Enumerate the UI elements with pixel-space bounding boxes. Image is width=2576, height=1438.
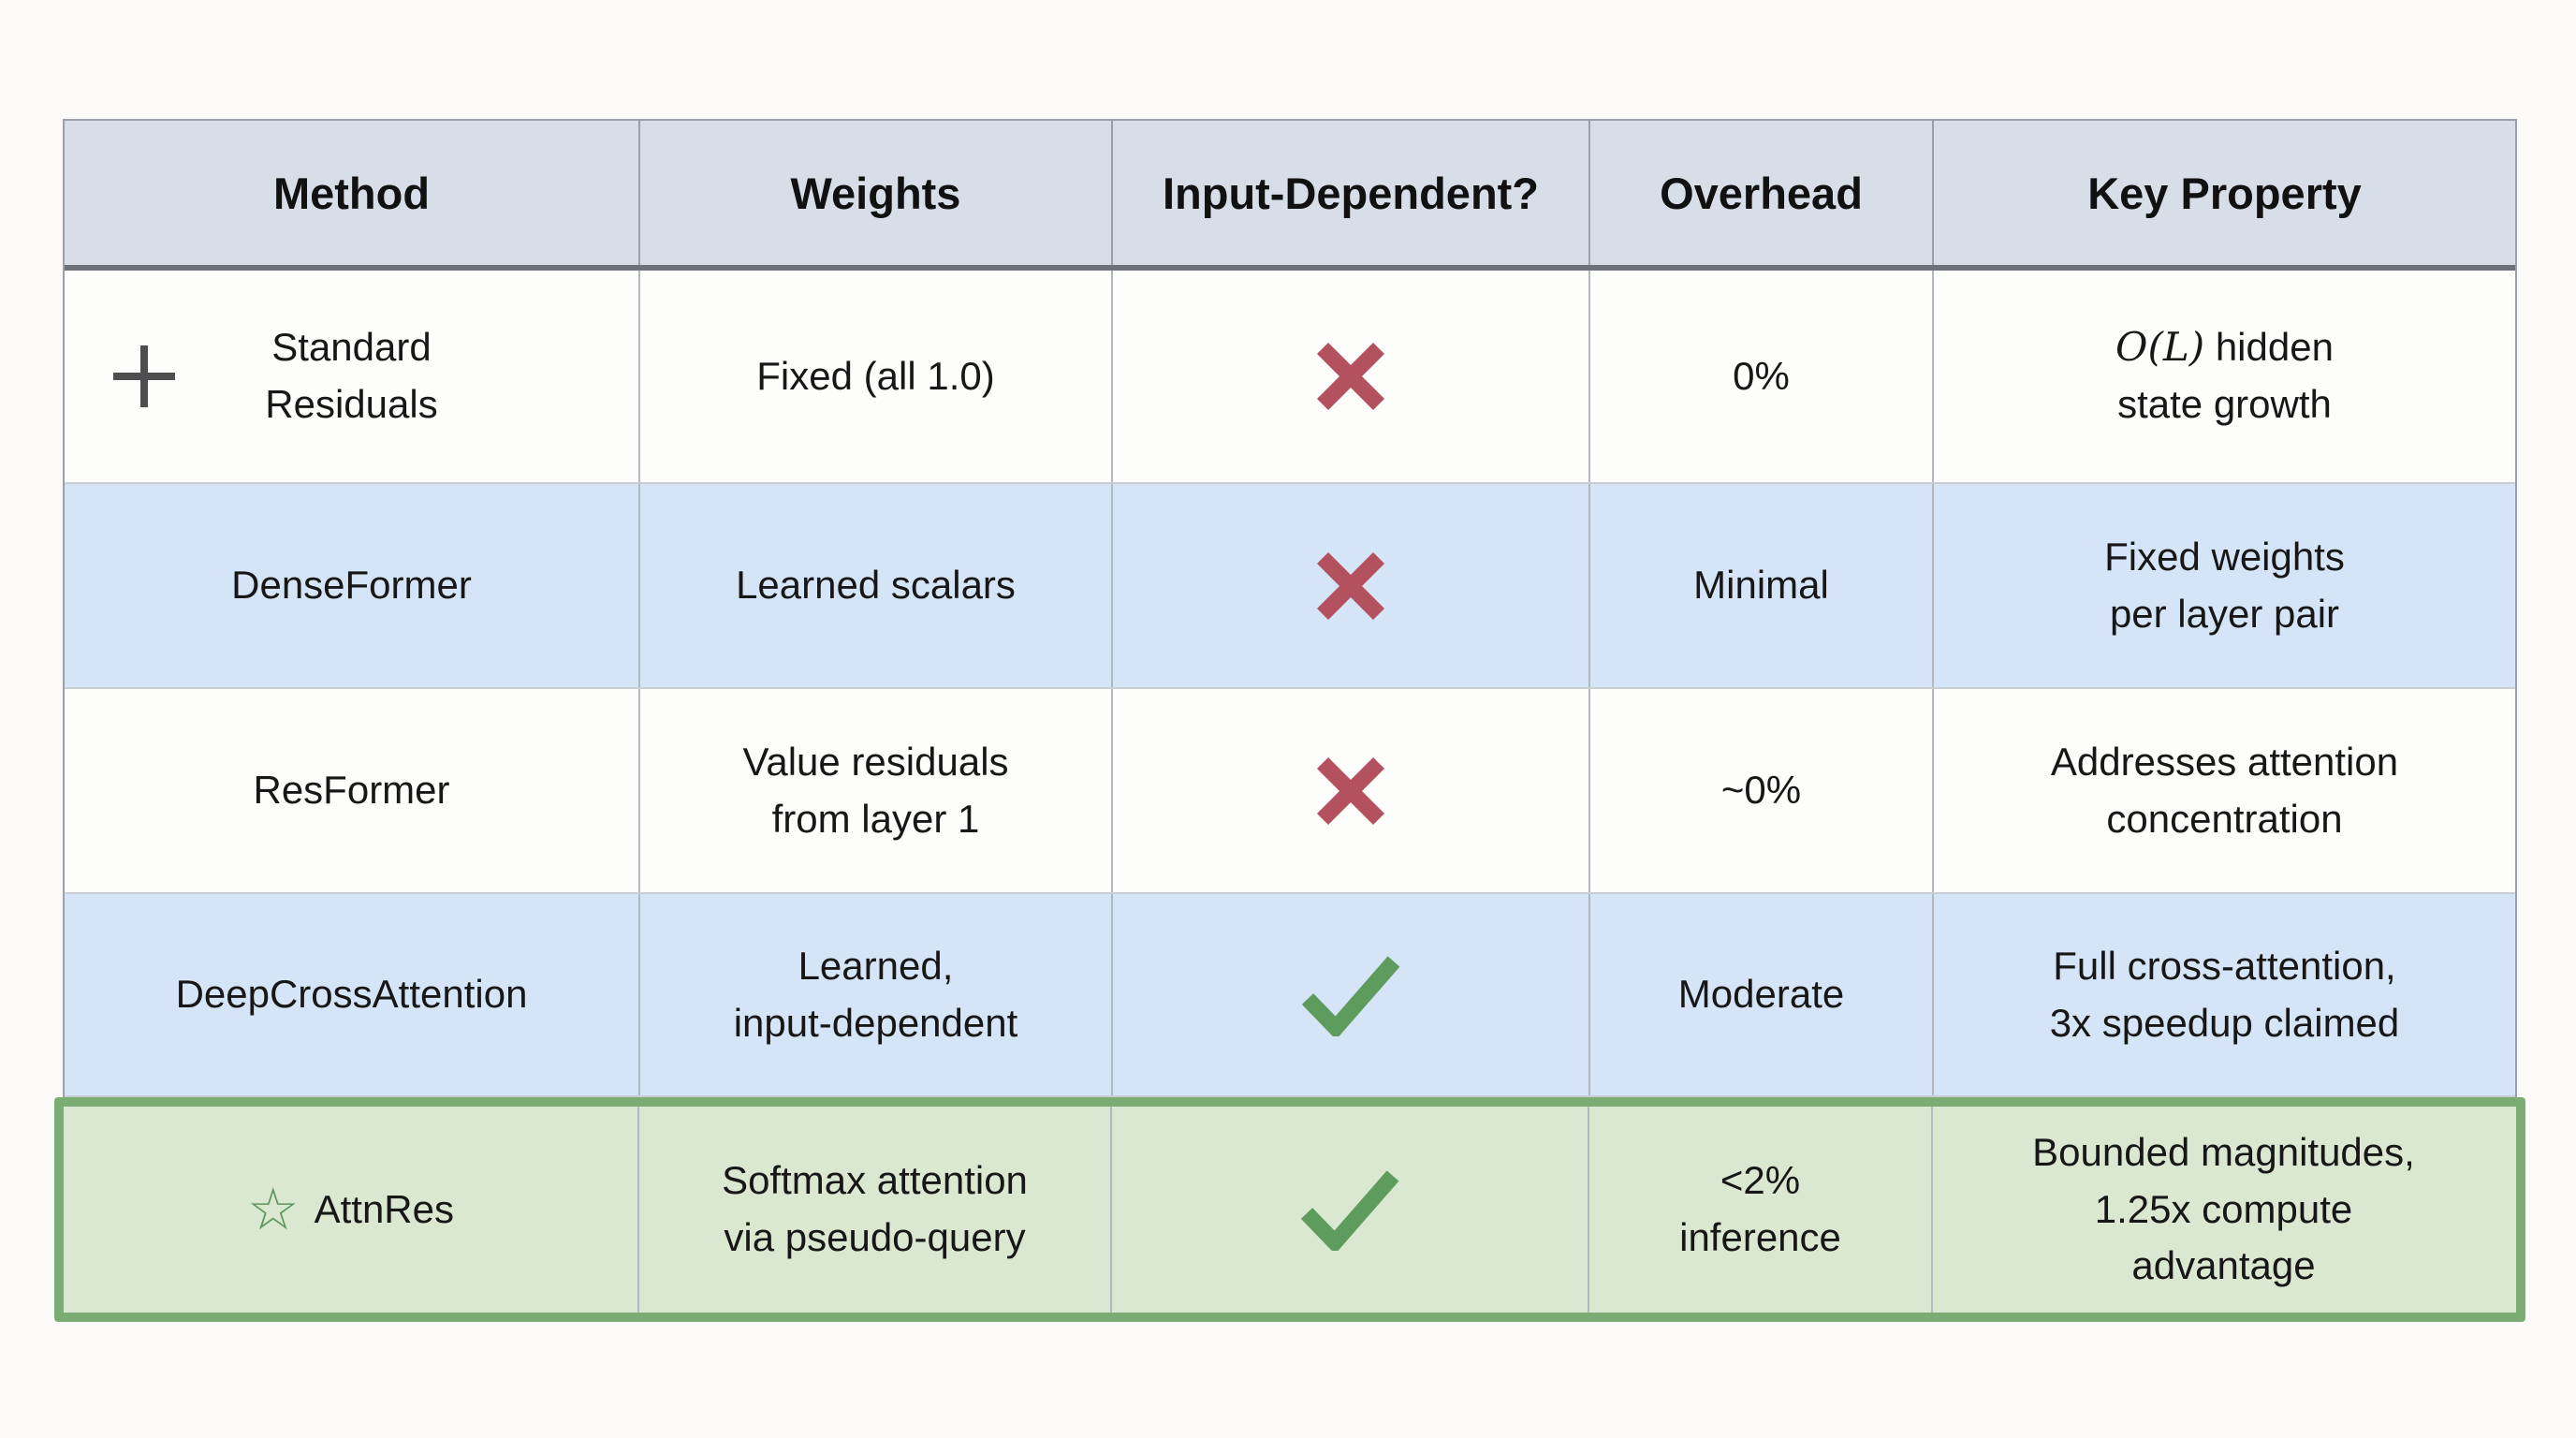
cross-icon [1311,752,1390,830]
method-cell: ResFormer [65,689,640,892]
column-header-overhead: Overhead [1590,121,1934,265]
key-property-label: O(L) hidden state growth [2115,319,2334,433]
weights-label: Learned, input-dependent [733,943,1018,1045]
math-notation: O(L) [2115,324,2205,371]
key-property-cell: Addresses attention concentration [1934,689,2515,892]
cross-icon [1311,337,1390,416]
overhead-cell: Minimal [1590,484,1934,687]
table-row-standard-residuals: Standard Residuals Fixed (all 1.0) 0% O(… [65,271,2515,484]
weights-label: Value residuals from layer 1 [742,739,1009,841]
key-property-cell: Fixed weights per layer pair [1934,484,2515,687]
method-label: AttnRes [314,1186,454,1231]
column-header-input-dependent: Input-Dependent? [1113,121,1590,265]
check-icon [1299,1168,1400,1251]
column-header-method: Method [65,121,640,265]
key-property-label: Addresses attention concentration [2050,739,2399,841]
comparison-table: Method Weights Input-Dependent? Overhead… [54,119,2525,1322]
overhead-label: Minimal [1693,563,1829,608]
method-label: DenseFormer [231,563,472,608]
method-cell: DeepCrossAttention [65,894,640,1095]
method-cell: ☆ AttnRes [64,1107,639,1313]
input-dependent-cell [1113,894,1590,1095]
weights-label: Fixed (all 1.0) [756,353,995,398]
column-header-weights: Weights [640,121,1113,265]
key-property-label: Bounded magnitudes, 1.25x compute advant… [2032,1129,2415,1288]
method-label: Standard Residuals [265,325,438,426]
weights-cell: Value residuals from layer 1 [640,689,1113,892]
overhead-cell: 0% [1590,271,1934,482]
method-label: ResFormer [253,768,450,813]
column-header-key-property: Key Property [1934,121,2515,265]
input-dependent-cell [1113,484,1590,687]
overhead-cell: ~0% [1590,689,1934,892]
weights-cell: Softmax attention via pseudo-query [639,1107,1112,1313]
column-header-label: Input-Dependent? [1162,168,1540,218]
overhead-label: <2% inference [1679,1158,1841,1259]
key-property-cell: Full cross-attention, 3x speedup claimed [1934,894,2515,1095]
star-icon: ☆ [247,1178,300,1242]
input-dependent-cell [1113,271,1590,482]
overhead-cell: <2% inference [1589,1107,1933,1313]
table-row-attnres-highlighted: ☆ AttnRes Softmax attention via pseudo-q… [54,1097,2525,1322]
table-header-row: Method Weights Input-Dependent? Overhead… [65,121,2515,271]
key-property-cell: Bounded magnitudes, 1.25x compute advant… [1933,1107,2514,1313]
method-cell: DenseFormer [65,484,640,687]
weights-cell: Fixed (all 1.0) [640,271,1113,482]
key-property-label: Full cross-attention, 3x speedup claimed [2049,943,2400,1045]
column-header-label: Key Property [2087,168,2362,218]
weights-cell: Learned, input-dependent [640,894,1113,1095]
weights-cell: Learned scalars [640,484,1113,687]
weights-label: Learned scalars [736,563,1016,608]
weights-label: Softmax attention via pseudo-query [722,1158,1028,1259]
key-property-cell: O(L) hidden state growth [1934,271,2515,482]
check-icon [1300,954,1401,1036]
table-row-denseformer: DenseFormer Learned scalars Minimal Fixe… [65,484,2515,689]
plus-icon [108,340,181,413]
column-header-label: Weights [790,168,961,218]
overhead-label: ~0% [1720,768,1802,813]
key-property-label: Fixed weights per layer pair [2104,534,2345,636]
input-dependent-cell [1112,1107,1589,1313]
table-row-deepcrossattention: DeepCrossAttention Learned, input-depend… [65,894,2515,1097]
cross-icon [1311,547,1390,625]
input-dependent-cell [1113,689,1590,892]
table-row-resformer: ResFormer Value residuals from layer 1 ~… [65,689,2515,894]
method-cell: Standard Residuals [65,271,640,482]
column-header-label: Method [272,168,431,218]
overhead-label: 0% [1733,353,1790,398]
overhead-cell: Moderate [1590,894,1934,1095]
overhead-label: Moderate [1677,972,1845,1017]
key-property-text: hidden state growth [2117,325,2334,426]
column-header-label: Overhead [1660,168,1863,218]
method-label: DeepCrossAttention [175,972,528,1017]
